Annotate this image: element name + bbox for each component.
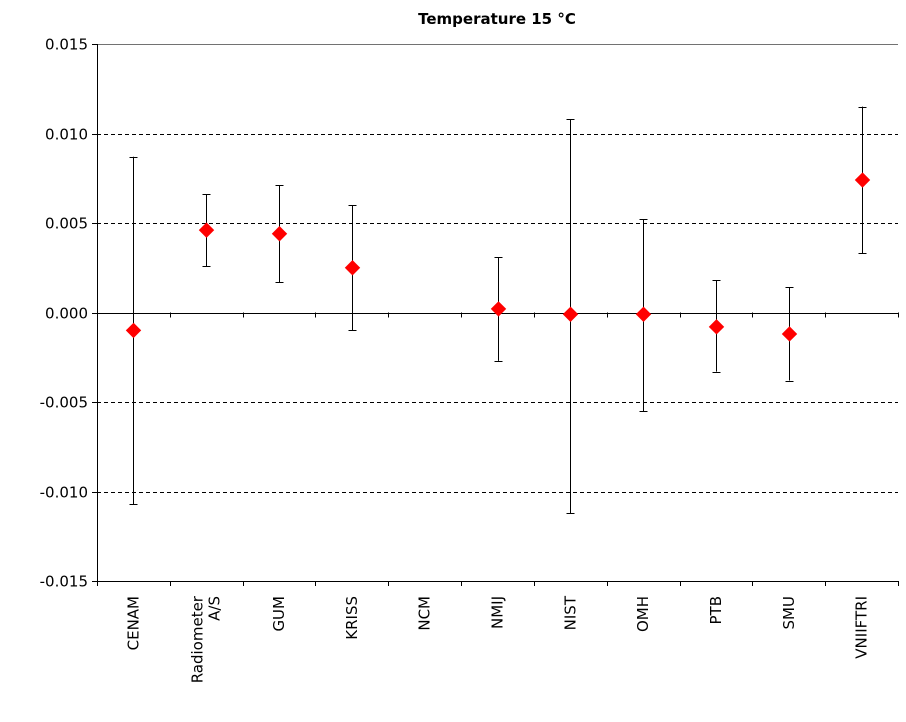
data-point — [635, 306, 652, 322]
y-tick-label: 0.000 — [45, 305, 88, 323]
x-tick-label: NCM — [416, 596, 434, 631]
x-tick-label: OMH — [634, 596, 652, 632]
data-point — [708, 319, 725, 335]
x-tick-label: Radiometer — [189, 595, 207, 683]
x-tick-label: GUM — [270, 596, 288, 632]
data-point — [854, 172, 871, 188]
data-point — [125, 322, 142, 339]
x-tick-label: SMU — [780, 596, 798, 629]
x-tick-label: CENAM — [124, 596, 142, 650]
x-tick-label: NMIJ — [489, 596, 507, 629]
y-tick-label: 0.005 — [45, 215, 88, 233]
y-tick-label: -0.010 — [40, 484, 88, 502]
axis-layer — [92, 44, 899, 586]
data-point — [198, 222, 215, 238]
y-tick-label: -0.005 — [40, 394, 88, 412]
data-point — [490, 301, 507, 317]
x-tick-label: VNIIFTRI — [853, 596, 871, 659]
x-tick-label: NIST — [561, 595, 579, 630]
y-tick-label: 0.010 — [45, 126, 88, 144]
tick-label-layer: 0.015 0.010 0.005 0.000 -0.005 -0.010 -0.015 CE… — [40, 36, 871, 684]
x-tick-label: KRISS — [343, 596, 361, 640]
x-tick-label: A/S — [206, 596, 224, 621]
data-point-layer — [125, 172, 871, 342]
y-tick-label: -0.015 — [40, 573, 88, 591]
grid-layer — [97, 44, 898, 493]
data-point — [344, 260, 361, 276]
data-point — [781, 326, 798, 342]
data-point — [562, 306, 579, 322]
chart-title: Temperature 15 °C — [418, 10, 576, 28]
x-tick-label: PTB — [707, 596, 725, 625]
y-tick-label: 0.015 — [45, 36, 88, 54]
data-point — [271, 226, 288, 242]
